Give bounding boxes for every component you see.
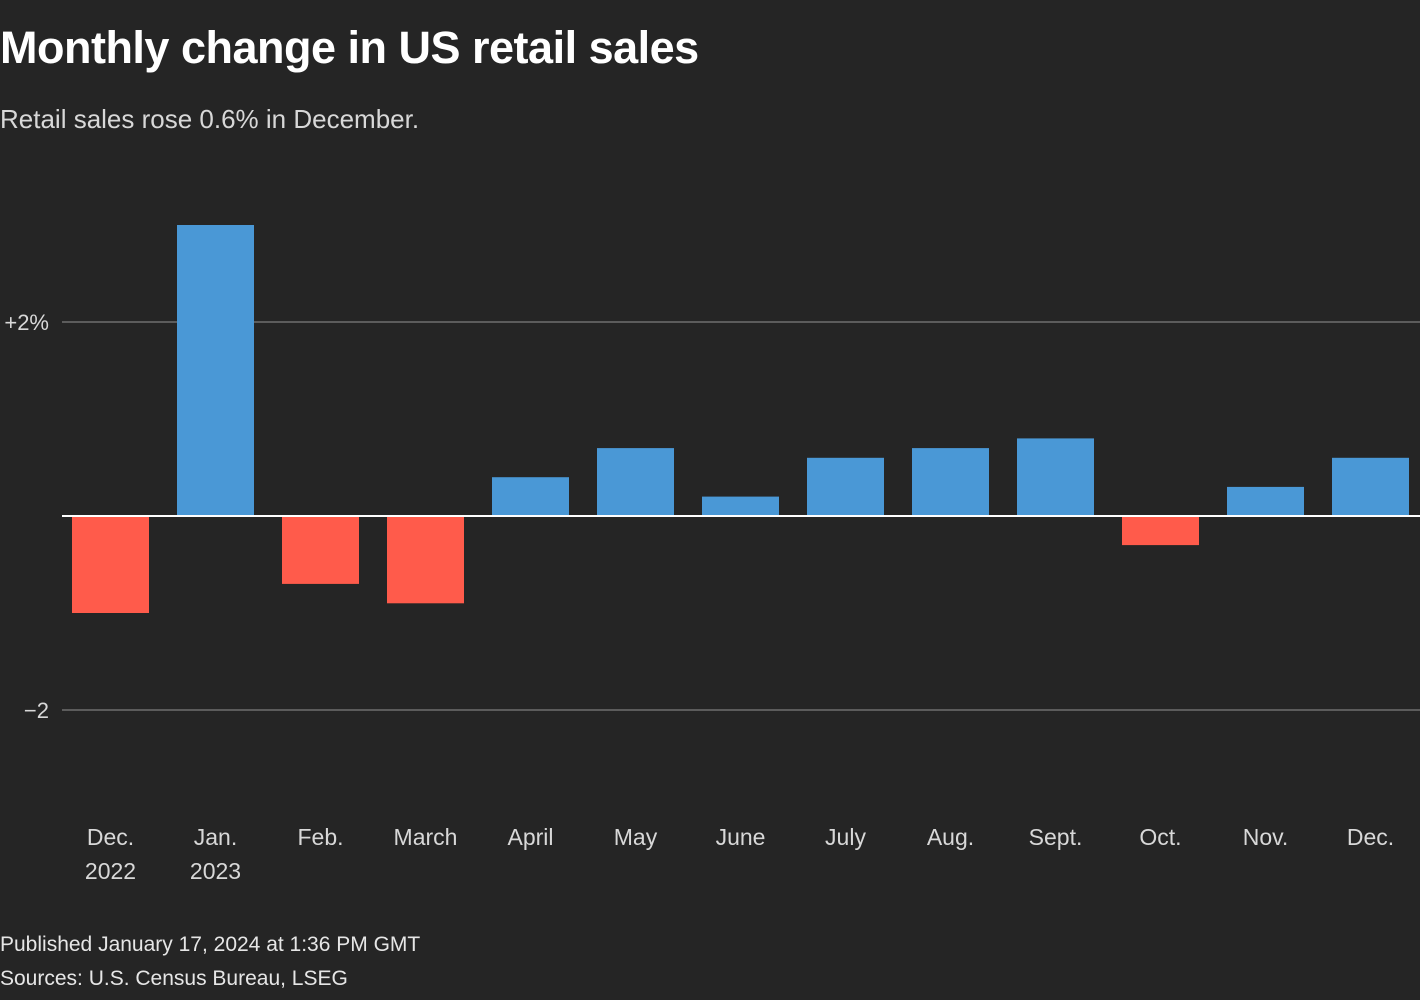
x-tick-label: May bbox=[614, 824, 658, 850]
x-tick-label: Aug. bbox=[927, 824, 974, 850]
bar bbox=[597, 448, 674, 516]
x-tick-label: Sept. bbox=[1029, 824, 1083, 850]
bar bbox=[72, 516, 149, 613]
sources-note: Sources: U.S. Census Bureau, LSEG bbox=[0, 967, 348, 990]
x-tick-label: March bbox=[394, 824, 458, 850]
bar bbox=[1227, 486, 1304, 516]
x-tick-label: Dec. bbox=[87, 824, 134, 850]
chart-title: Monthly change in US retail sales bbox=[0, 22, 699, 73]
bar bbox=[1017, 438, 1094, 516]
bar-chart: +2% −2 Dec. 2022 Jan. 2023 Feb. March April May Ju… bbox=[4, 225, 1420, 884]
bar bbox=[387, 516, 464, 604]
y-tick-label: −2 bbox=[24, 698, 49, 723]
bar bbox=[1332, 457, 1409, 516]
bar bbox=[177, 225, 254, 516]
bar bbox=[1122, 516, 1199, 546]
x-tick-label: Feb. bbox=[297, 824, 343, 850]
x-tick-label: Nov. bbox=[1243, 824, 1289, 850]
x-tick-label: April bbox=[507, 824, 553, 850]
x-tick-label: June bbox=[716, 824, 766, 850]
x-tick-label: July bbox=[825, 824, 866, 850]
chart-subtitle: Retail sales rose 0.6% in December. bbox=[0, 104, 420, 134]
y-tick-label: +2% bbox=[4, 310, 49, 335]
x-tick-label: Dec. bbox=[1347, 824, 1394, 850]
x-tick-label: Jan. bbox=[194, 824, 237, 850]
bar bbox=[702, 496, 779, 516]
x-tick-label: 2023 bbox=[190, 858, 241, 884]
published-date: Published January 17, 2024 at 1:36 PM GM… bbox=[0, 933, 421, 956]
bar bbox=[282, 516, 359, 584]
bar bbox=[807, 457, 884, 516]
bar bbox=[912, 448, 989, 516]
x-tick-label: Oct. bbox=[1139, 824, 1181, 850]
x-tick-label: 2022 bbox=[85, 858, 136, 884]
bar bbox=[492, 477, 569, 516]
